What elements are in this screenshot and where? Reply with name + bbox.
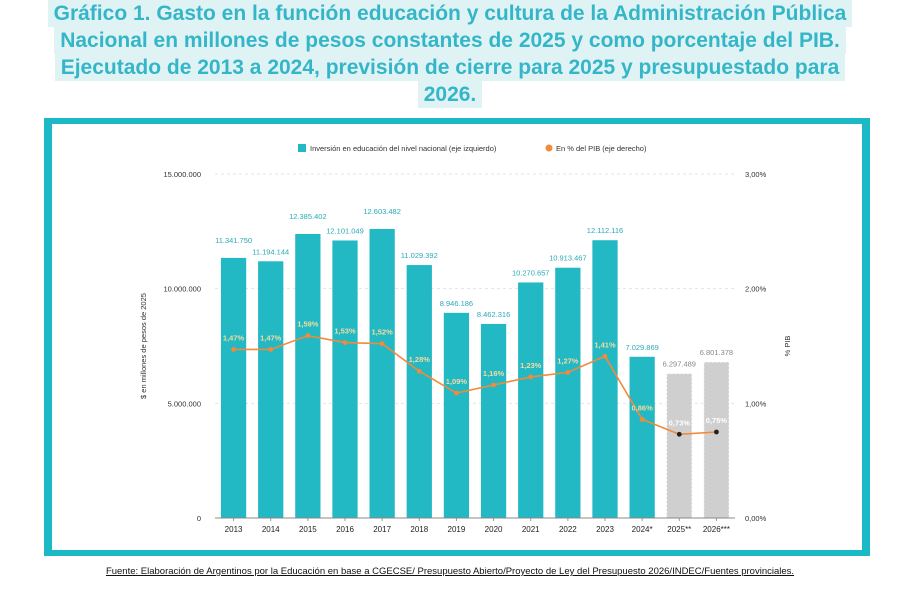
pib-point <box>268 347 274 352</box>
bar-value-label: 10.913.467 <box>549 254 587 263</box>
pib-value-label: 0,73% <box>669 418 691 427</box>
category-label: 2016 <box>336 525 354 534</box>
category-label: 2023 <box>596 525 614 534</box>
bar <box>555 267 581 518</box>
category-label: 2019 <box>448 525 466 534</box>
pib-point <box>342 340 348 345</box>
pib-point <box>639 416 645 422</box>
category-label: 2021 <box>522 525 540 534</box>
pib-value-label: 1,28% <box>409 355 431 364</box>
source-note: Fuente: Elaboración de Argentinos por la… <box>105 566 795 577</box>
pib-point <box>491 382 496 388</box>
chart-frame: 0 5.000.000 10.000.000 15.000.000 0,00% 1,00%… <box>44 118 870 556</box>
bar-value-label: 8.946.186 <box>440 299 473 308</box>
category-label: 2025** <box>667 525 691 534</box>
pib-value-label: 0,75% <box>706 416 728 425</box>
bar-value-label: 12.101.049 <box>326 226 364 235</box>
category-label: 2024* <box>632 525 653 534</box>
pib-value-label: 1,53% <box>334 327 356 336</box>
category-label: 2018 <box>410 525 428 534</box>
pib-value-label: 1,47% <box>223 333 245 342</box>
pib-value-label: 1,59% <box>297 320 319 329</box>
pib-value-label: 1,23% <box>520 361 542 370</box>
bar-value-label: 12.112.116 <box>587 226 623 235</box>
pib-point <box>602 353 608 359</box>
legend-bar-label: Inversión en educación del nivel naciona… <box>310 144 497 153</box>
title-line-1: Gráfico 1. Gasto en la función educación… <box>47 0 853 27</box>
bar <box>258 261 284 518</box>
bar-value-label: 11.029.392 <box>401 251 438 260</box>
bar <box>406 265 432 518</box>
pib-point <box>454 390 459 396</box>
combo-chart: 0 5.000.000 10.000.000 15.000.000 0,00% 1,00%… <box>139 144 792 534</box>
category-label: 2013 <box>225 525 243 534</box>
title-line-3: Ejecutado de 2013 a 2024, previsión de c… <box>54 54 846 81</box>
pib-point <box>416 368 422 374</box>
right-tick-label: 2,00% <box>745 285 767 294</box>
legend-line-label: En % del PIB (eje derecho) <box>556 144 647 153</box>
left-axis-title: $ en millones de pesos de 2025 <box>139 293 148 399</box>
legend-line-swatch <box>545 144 553 152</box>
bar <box>443 312 470 518</box>
bar-value-label: 12.603.482 <box>363 207 401 216</box>
pib-value-label: 0,86% <box>632 403 654 412</box>
bar <box>295 233 321 518</box>
pib-point <box>528 374 534 380</box>
title-line-4: 2026. <box>417 81 483 108</box>
right-tick-label: 0,00% <box>745 514 767 523</box>
pib-value-label: 1,27% <box>557 356 579 365</box>
legend-bar-swatch <box>298 144 306 152</box>
pib-point <box>305 333 311 339</box>
pib-point <box>676 431 682 437</box>
bar-value-label: 11.341.750 <box>215 236 252 245</box>
bar <box>332 240 358 518</box>
bar-value-label: 7.029.869 <box>625 343 658 352</box>
bar-value-label: 6.297.489 <box>663 360 696 369</box>
bar <box>518 282 544 518</box>
category-label: 2020 <box>485 525 503 534</box>
left-tick-label: 0 <box>197 514 201 523</box>
pib-value-label: 1,52% <box>372 328 394 337</box>
bar-value-label: 6.801.378 <box>700 348 733 357</box>
chart-title: Gráfico 1. Gasto en la función educación… <box>0 0 900 112</box>
category-label: 2022 <box>559 525 577 534</box>
bar-value-label: 10.270.657 <box>512 268 550 277</box>
category-label: 2026*** <box>703 525 730 534</box>
bar-value-label: 8.462.316 <box>477 310 510 319</box>
chart-area: 0 5.000.000 10.000.000 15.000.000 0,00% 1,00%… <box>52 124 862 550</box>
right-tick-label: 1,00% <box>745 399 767 408</box>
left-tick-label: 10.000.000 <box>163 285 201 294</box>
right-tick-label: 3,00% <box>745 170 767 179</box>
bar-value-label: 12.385.402 <box>289 212 327 221</box>
bar <box>480 323 507 518</box>
pib-value-label: 1,47% <box>260 333 282 342</box>
bar-value-label: 11.194.144 <box>252 247 289 256</box>
category-label: 2015 <box>299 525 317 534</box>
pib-point <box>231 347 236 352</box>
pib-point <box>565 369 571 375</box>
category-label: 2017 <box>373 525 391 534</box>
pib-point <box>379 341 385 347</box>
bar <box>629 356 655 518</box>
right-axis-title: % PIB <box>783 336 792 357</box>
title-line-2: Nacional en millones de pesos constantes… <box>54 27 846 54</box>
left-tick-label: 5.000.000 <box>168 399 201 408</box>
category-label: 2014 <box>262 525 280 534</box>
bar <box>666 373 693 519</box>
pib-value-label: 1,41% <box>594 340 616 349</box>
bar <box>703 361 730 519</box>
pib-point <box>714 429 719 435</box>
bar <box>220 257 247 518</box>
left-tick-label: 15.000.000 <box>163 170 201 179</box>
pib-value-label: 1,09% <box>446 377 468 386</box>
pib-value-label: 1,16% <box>483 369 505 378</box>
pib-line <box>233 334 717 436</box>
bar <box>592 240 618 518</box>
bar <box>369 228 395 518</box>
